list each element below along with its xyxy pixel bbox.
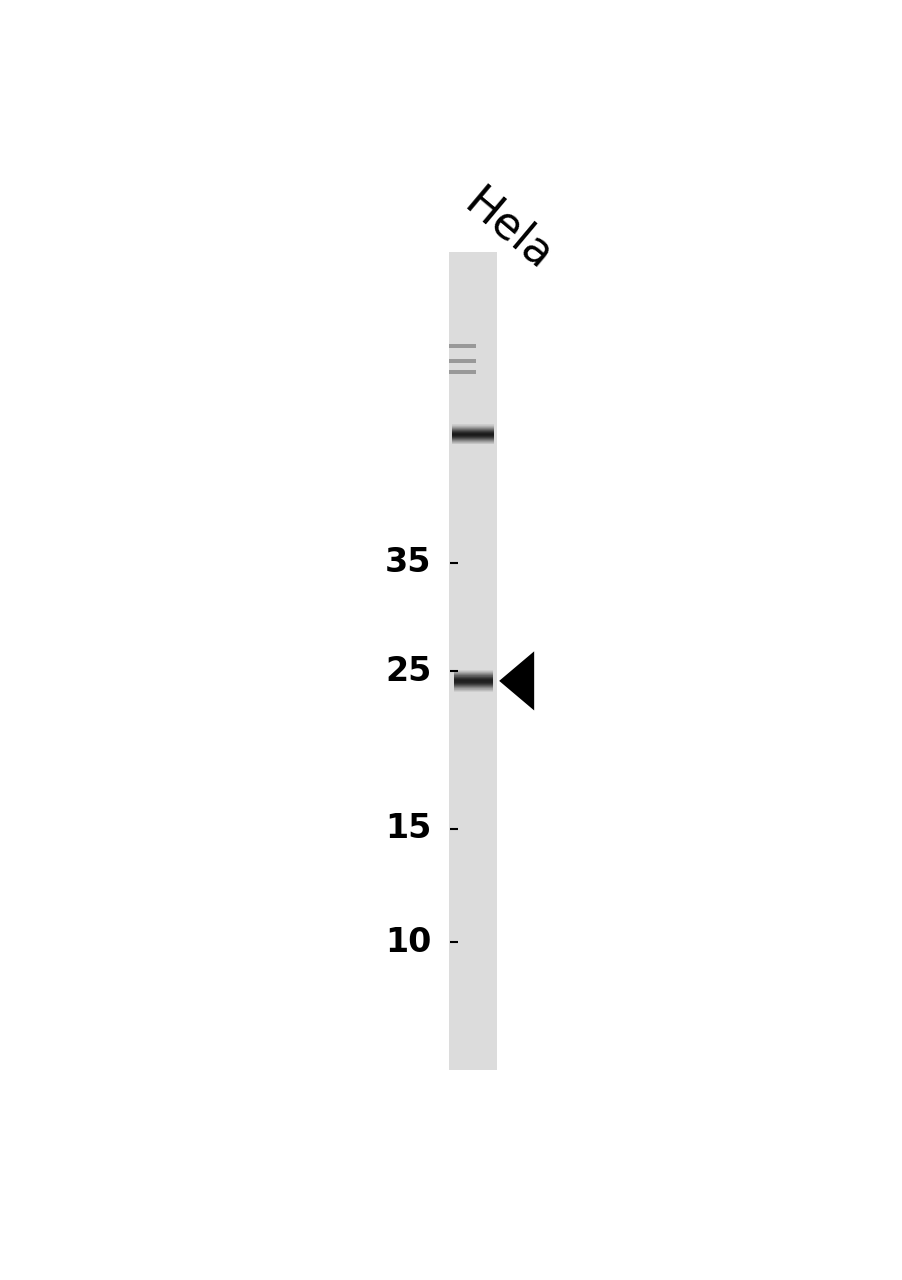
Bar xyxy=(449,344,475,348)
Text: Hela: Hela xyxy=(456,182,560,279)
Bar xyxy=(449,370,475,374)
Text: 35: 35 xyxy=(384,547,431,579)
Text: 10: 10 xyxy=(384,925,431,959)
Bar xyxy=(449,252,496,1070)
Text: 15: 15 xyxy=(384,813,431,845)
Text: 25: 25 xyxy=(384,654,431,687)
Bar xyxy=(449,358,475,362)
Polygon shape xyxy=(499,652,534,710)
